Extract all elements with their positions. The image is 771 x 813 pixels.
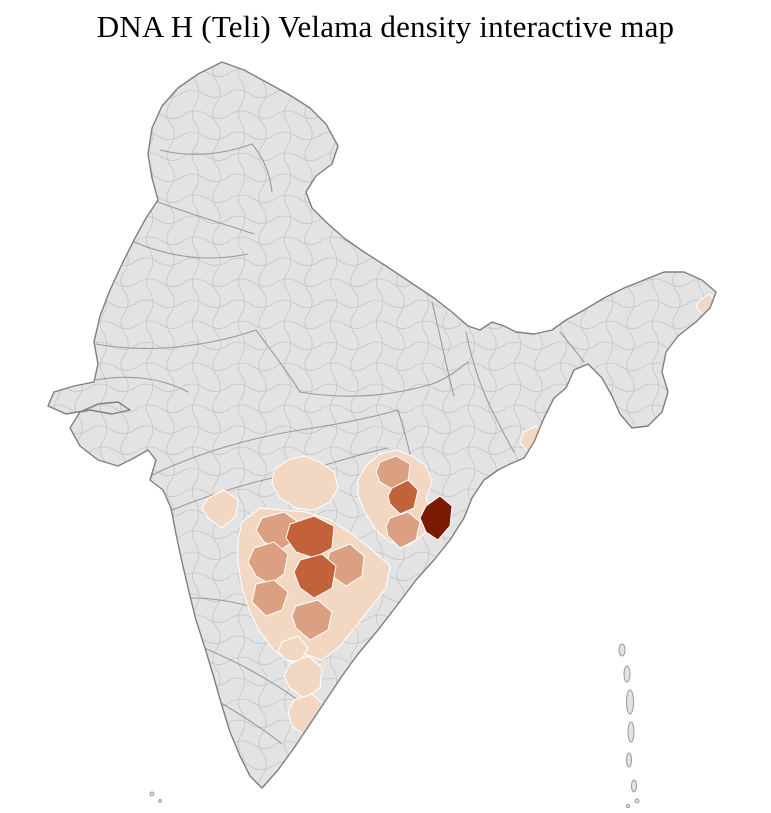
district-very-high-1[interactable] — [419, 495, 453, 541]
district-medium-2[interactable] — [247, 541, 289, 585]
district-high-2[interactable] — [293, 553, 337, 599]
andaman-islands — [618, 643, 640, 809]
district-low-south-2[interactable] — [283, 655, 323, 699]
urban-area[interactable] — [540, 440, 564, 462]
country-outline — [47, 61, 717, 789]
district-medium-7[interactable] — [385, 511, 421, 549]
lakshadweep-islands — [149, 791, 162, 803]
map-title: DNA H (Teli) Velama density interactive … — [96, 9, 675, 44]
district-low-north[interactable] — [271, 455, 339, 511]
density-districts — [201, 293, 716, 737]
district-high-1[interactable] — [285, 515, 335, 559]
district-medium-5[interactable] — [291, 599, 333, 641]
district-low-west[interactable] — [201, 489, 239, 529]
district-medium-3[interactable] — [251, 579, 289, 617]
district-high-3[interactable] — [387, 479, 419, 515]
